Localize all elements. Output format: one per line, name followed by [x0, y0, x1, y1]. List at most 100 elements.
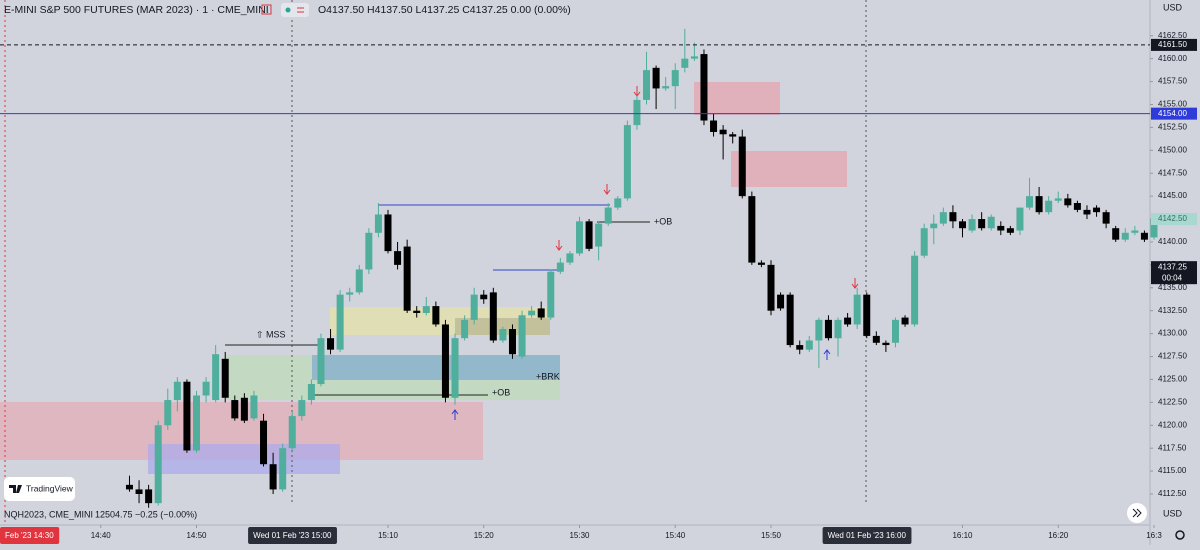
date-label: Feb '23 14:30 — [5, 531, 54, 540]
candle-body — [710, 120, 718, 132]
candle-body — [815, 319, 823, 341]
x-tick-label: 16:3 — [1146, 531, 1162, 540]
candle-body — [394, 251, 402, 265]
arrow-down — [603, 184, 611, 195]
arrow-down — [851, 278, 859, 289]
y-tick-label: 4147.50 — [1158, 168, 1187, 177]
y-tick-label: 4112.50 — [1158, 489, 1187, 498]
candle-body — [499, 329, 507, 341]
y-tick-label: 4162.50 — [1158, 31, 1187, 40]
x-tick-label: 14:50 — [186, 531, 207, 540]
candle-body — [729, 134, 737, 137]
date-label-box — [0, 527, 60, 544]
candle-body — [1064, 198, 1072, 206]
candle-body — [365, 232, 373, 270]
candle-body — [307, 384, 315, 401]
y-tick-label: 4120.00 — [1158, 420, 1187, 429]
candle-body — [547, 271, 555, 318]
candle-body — [767, 264, 775, 311]
x-tick-label: 15:50 — [761, 531, 782, 540]
x-tick-label: 16:20 — [1048, 531, 1069, 540]
candle-body — [566, 253, 574, 263]
x-tick-label: 15:10 — [378, 531, 399, 540]
plot — [125, 28, 1158, 508]
candle-body — [1045, 200, 1053, 213]
arrow-up — [823, 349, 831, 360]
candle-body — [585, 221, 593, 249]
y-tick-label: 4135.00 — [1158, 283, 1187, 292]
candle-body — [968, 219, 976, 231]
compare-symbol: NQH2023, CME_MINI — [4, 509, 93, 519]
candle-body — [432, 306, 440, 325]
candle-body — [719, 129, 727, 135]
candle-body — [978, 219, 986, 229]
price-label-box — [1151, 213, 1197, 226]
candle-body — [183, 381, 191, 451]
candle-body — [327, 338, 335, 350]
candle-body — [1121, 232, 1129, 240]
y-tick-label: 4132.50 — [1158, 306, 1187, 315]
candle-body — [135, 489, 143, 495]
price-label-box — [1151, 261, 1197, 285]
candle-body — [576, 221, 583, 254]
candle-body — [738, 136, 746, 197]
candle-body — [1016, 207, 1024, 231]
candle-body — [1083, 209, 1091, 215]
candle-body — [604, 207, 612, 224]
candle-body — [987, 216, 995, 229]
candle-body — [834, 319, 842, 339]
candle-body — [805, 340, 813, 350]
candle-body — [173, 381, 181, 401]
arrow-down — [633, 86, 641, 97]
arrow-up — [451, 409, 459, 420]
logo-box — [4, 477, 75, 501]
compare-quote: 12504.75 −0.25 (−0.00%) — [95, 509, 197, 519]
candle-body — [633, 99, 641, 126]
candle-body — [1093, 207, 1101, 213]
currency: USD — [1163, 508, 1183, 518]
candle-body — [556, 262, 564, 272]
arrow-down — [555, 240, 563, 251]
y-tick-label: 4125.00 — [1158, 375, 1187, 384]
candle-body — [623, 125, 631, 199]
y-tick-label: 4115.00 — [1158, 466, 1187, 475]
candle-body — [911, 255, 919, 325]
logo-icon — [9, 485, 22, 493]
candle-body — [1006, 228, 1014, 233]
candle-body — [824, 319, 832, 339]
candle-body — [939, 212, 947, 224]
y-tick-label: 4130.00 — [1158, 329, 1187, 338]
price-label-box — [1151, 107, 1197, 120]
zone — [694, 82, 780, 115]
candle-body — [470, 294, 478, 320]
candle-body — [202, 381, 210, 396]
date-label: Wed 01 Feb '23 16:00 — [828, 531, 907, 540]
y-tick-label: 4150.00 — [1158, 145, 1187, 154]
candle-body — [891, 319, 899, 343]
candle-body — [872, 335, 880, 343]
candle-body — [413, 310, 421, 313]
candle-body — [336, 294, 344, 350]
candle-body — [288, 416, 296, 449]
price-label: 4142.50 — [1158, 214, 1187, 223]
currency: USD — [1163, 2, 1183, 12]
candle-body — [298, 400, 306, 417]
candle-body — [997, 225, 1005, 231]
candle-body — [681, 58, 689, 68]
candle-body — [403, 246, 411, 311]
candle-body — [231, 400, 239, 419]
price-label: 4137.25 — [1158, 262, 1187, 271]
candle-body — [863, 294, 871, 336]
date-label-box — [248, 527, 337, 544]
candle-body — [451, 338, 459, 398]
candle-body — [480, 294, 488, 300]
candle-body — [384, 214, 392, 252]
candle-body — [614, 198, 622, 208]
status-badge — [281, 3, 309, 17]
settings-button[interactable] — [1175, 530, 1185, 540]
annotation: +BRK — [536, 371, 560, 381]
y-tick-label: 4140.00 — [1158, 237, 1187, 246]
zone — [731, 151, 847, 187]
y-tick-label: 4117.50 — [1158, 443, 1187, 452]
